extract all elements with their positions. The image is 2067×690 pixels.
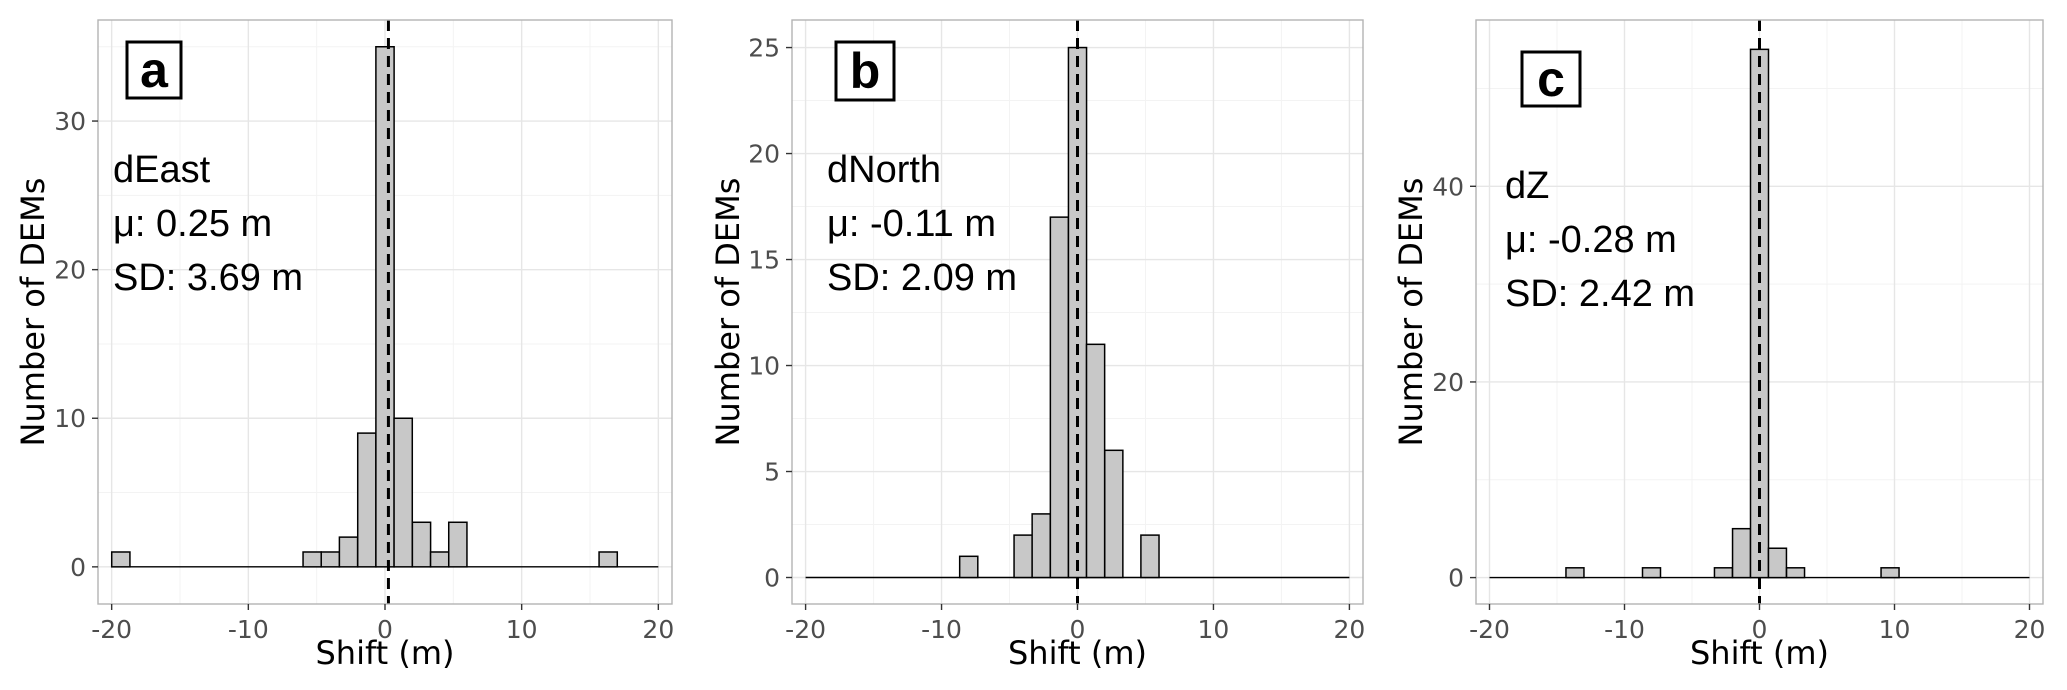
x-tick-label: 0: [1752, 615, 1768, 644]
histogram-bar: [110, 551, 131, 568]
panel-letter-box: [125, 40, 183, 100]
stats-annotation-line: dZ: [1505, 165, 1549, 207]
histogram-bar: [1713, 567, 1734, 579]
histogram-bar: [1767, 547, 1788, 579]
panel-letter: a: [140, 42, 169, 98]
histogram-bar: [1049, 216, 1070, 579]
histogram-bar: [393, 417, 414, 568]
stats-annotation-line: μ: -0.11 m: [827, 203, 996, 245]
stats-annotation-line: SD: 3.69 m: [113, 257, 303, 299]
y-tick-label: 20: [54, 256, 86, 285]
histogram-bar: [1785, 567, 1806, 579]
y-tick-label: 0: [70, 553, 86, 582]
stats-annotation-line: dNorth: [827, 149, 941, 191]
y-tick-label: 0: [764, 564, 780, 593]
histogram-bar: [1641, 567, 1662, 579]
histogram-bar: [1085, 343, 1106, 579]
stats-annotation-line: dEast: [113, 149, 211, 191]
panel-letter: c: [1537, 51, 1565, 107]
x-tick-label: -10: [228, 615, 269, 644]
stats-annotation-line: SD: 2.09 m: [827, 257, 1017, 299]
histogram-bar: [411, 521, 432, 568]
x-tick-label: -20: [91, 615, 132, 644]
y-tick-label: 20: [1432, 368, 1464, 397]
x-tick-label: -10: [1604, 615, 1645, 644]
x-tick-label: 10: [1879, 615, 1911, 644]
x-tick-label: -20: [785, 615, 826, 644]
x-tick-label: 0: [377, 615, 393, 644]
y-tick-label: 10: [748, 352, 780, 381]
x-tick-label: 20: [642, 615, 674, 644]
histogram-bar: [338, 536, 359, 568]
histogram-bar: [598, 551, 619, 568]
y-axis-title: Number of DEMs: [14, 178, 52, 447]
histogram-bar: [1031, 513, 1052, 579]
histogram-bar: [302, 551, 323, 568]
x-tick-label: 10: [1198, 615, 1230, 644]
panel-letter-box: [1520, 50, 1582, 108]
x-tick-label: -20: [1469, 615, 1510, 644]
y-tick-label: 10: [54, 404, 86, 433]
x-tick-label: -10: [921, 615, 962, 644]
histogram-bar: [375, 45, 395, 568]
stats-annotation-line: μ: 0.25 m: [113, 203, 272, 245]
y-tick-label: 15: [748, 246, 780, 275]
histogram-bar: [320, 551, 341, 568]
y-tick-label: 5: [764, 458, 780, 487]
histogram-bar: [356, 432, 377, 568]
histogram-bar: [1880, 567, 1900, 579]
y-tick-label: 30: [54, 107, 86, 136]
histogram-bar: [1731, 527, 1752, 579]
histogram-panel-c: -20 -10 0 10 20 0 20 40 Shift (m) Number of DEMs d…: [1392, 19, 2046, 672]
x-axis-title: Shift (m): [1008, 634, 1147, 672]
x-axis-title: Shift (m): [315, 634, 454, 672]
x-tick-label: 0: [1070, 615, 1086, 644]
stats-annotation-line: μ: -0.28 m: [1505, 219, 1677, 261]
histogram-panel-b: -20 -10 0 10 20 0 5 10 15 20 25 Shift (m) Number of …: [709, 19, 1365, 672]
y-tick-label: 0: [1448, 564, 1464, 593]
y-axis-title: Number of DEMs: [1392, 178, 1430, 447]
y-tick-label: 25: [748, 34, 780, 63]
histogram-bar: [1103, 449, 1124, 579]
x-tick-label: 10: [506, 615, 538, 644]
panel-letter-box: [834, 40, 896, 102]
histogram-panel-a: -20 -10 0 10 20 0 10 20 30 Shift (m) Number of DEM…: [14, 19, 674, 672]
histogram-bar: [1140, 534, 1160, 579]
x-tick-label: 20: [2014, 615, 2046, 644]
stats-annotation-line: SD: 2.42 m: [1505, 273, 1695, 315]
y-axis-title: Number of DEMs: [709, 178, 747, 447]
y-tick-label: 20: [748, 140, 780, 169]
histogram-bar: [1565, 567, 1585, 579]
histogram-bar: [1013, 534, 1033, 579]
histogram-bar: [429, 551, 450, 568]
y-tick-label: 40: [1432, 172, 1464, 201]
x-tick-label: 20: [1333, 615, 1365, 644]
panel-letter: b: [850, 43, 881, 99]
histogram-bar: [447, 521, 468, 568]
x-axis-title: Shift (m): [1690, 634, 1829, 672]
histogram-bar: [958, 555, 979, 579]
